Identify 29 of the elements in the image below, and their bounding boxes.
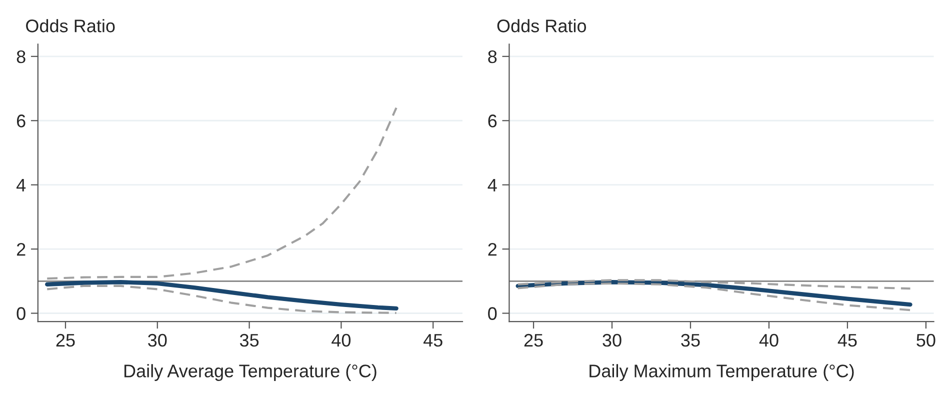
x-tick-label: 40 xyxy=(759,334,778,347)
y-tick-label: 4 xyxy=(488,178,497,192)
line-series xyxy=(45,280,398,311)
y-tick-label: 0 xyxy=(488,307,497,320)
y-tick-label: 2 xyxy=(488,242,496,256)
x-tick-label: 35 xyxy=(681,334,700,347)
y-axis-title: Odds Ratio xyxy=(26,19,115,32)
x-tick-label: 35 xyxy=(240,334,259,347)
line-series xyxy=(46,106,398,280)
x-tick-label: 45 xyxy=(838,334,857,347)
x-axis-title: Daily Maximum Temperature (°C) xyxy=(590,364,854,381)
y-tick-label: 8 xyxy=(16,50,26,64)
y-tick-label: 6 xyxy=(16,114,26,128)
x-tick-label: 40 xyxy=(332,334,351,347)
x-tick-label: 25 xyxy=(524,334,543,347)
x-tick-label: 30 xyxy=(602,334,622,347)
x-tick-label: 30 xyxy=(148,334,167,347)
x-axis-title: Daily Average Temperature (°C) xyxy=(124,364,376,381)
y-axis-title: Odds Ratio xyxy=(497,19,586,32)
y-tick-label: 8 xyxy=(488,50,497,64)
line-series xyxy=(516,282,912,312)
x-tick-label: 45 xyxy=(423,334,442,347)
x-tick-label: 25 xyxy=(56,334,75,347)
y-tick-label: 0 xyxy=(16,307,26,320)
x-tick-label: 50 xyxy=(916,334,936,347)
y-tick-label: 2 xyxy=(16,242,26,256)
y-tick-label: 6 xyxy=(488,114,497,128)
y-tick-label: 4 xyxy=(16,178,26,192)
line-series xyxy=(46,284,398,314)
